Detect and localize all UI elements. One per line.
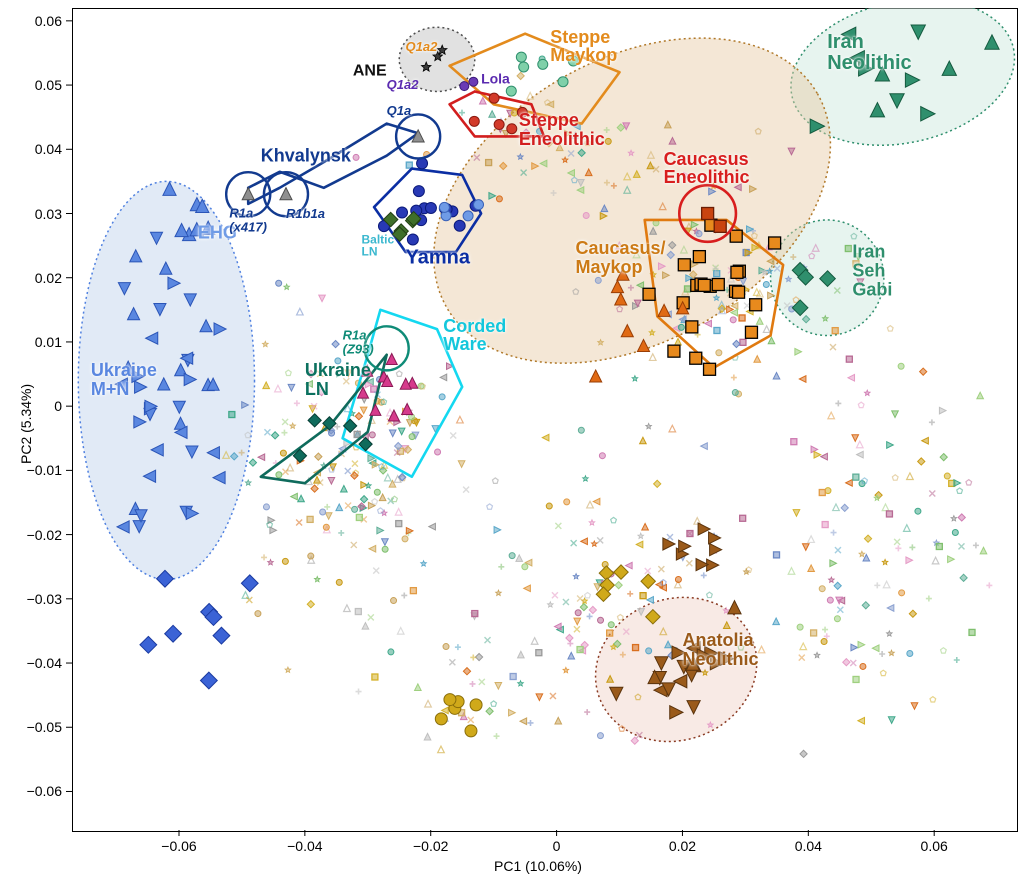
y-tick-label: −0.05: [2, 719, 62, 735]
label-caucasus_maykop: Caucasus/ Maykop: [575, 240, 665, 278]
x-tick-label: 0: [553, 838, 561, 854]
label-r1a_x417: R1a (x417): [229, 206, 267, 233]
label-q1a2a: Q1a2: [387, 78, 419, 92]
y-tick-label: 0.04: [2, 141, 62, 157]
y-tick-label: 0: [2, 398, 62, 414]
label-caucasus_eneo: Caucasus Eneolithic: [664, 150, 750, 188]
label-q1a2b: Q1a2: [406, 40, 438, 54]
y-tick-label: −0.02: [2, 527, 62, 543]
x-tick-label: −0.06: [161, 838, 196, 854]
y-tick-label: 0.02: [2, 270, 62, 286]
label-steppe_eneo: Steppe Eneolithic: [519, 111, 605, 149]
x-tick-label: −0.02: [413, 838, 448, 854]
label-baltic_ln: Baltic LN: [361, 233, 394, 258]
label-steppe_maykop: Steppe Maykop: [550, 28, 617, 66]
y-tick-label: −0.06: [2, 783, 62, 799]
label-q1a: Q1a: [387, 104, 412, 118]
x-tick-label: 0.06: [921, 838, 948, 854]
label-ehg: EHG: [198, 223, 237, 242]
label-iran_neo: Iran Neolithic: [827, 32, 911, 74]
x-tick-label: 0.04: [795, 838, 822, 854]
y-tick-label: 0.03: [2, 206, 62, 222]
label-r1b1a: R1b1a: [286, 207, 325, 221]
label-ukraine_mn: Ukraine M+N: [91, 362, 157, 400]
y-tick-label: −0.01: [2, 462, 62, 478]
y-tick-label: 0.05: [2, 77, 62, 93]
labels-layer: Ukraine M+N EHG Khvalynsk R1a (x417) R1b1a Q1…: [0, 0, 1024, 880]
x-tick-label: −0.04: [287, 838, 322, 854]
y-tick-label: 0.06: [2, 13, 62, 29]
label-yamna: Yamna: [406, 248, 470, 269]
label-corded_ware: Corded Ware: [443, 317, 506, 355]
label-anatolia: Anatolia Neolithic: [682, 631, 758, 669]
y-tick-label: −0.04: [2, 655, 62, 671]
x-axis-label: PC1 (10.06%): [494, 858, 582, 874]
label-ane: ANE: [353, 64, 387, 81]
y-axis-label: PC2 (5.34%): [18, 384, 34, 464]
label-khvalynsk: Khvalynsk: [261, 146, 351, 165]
label-lola: Lola: [481, 71, 510, 86]
label-ukraine_ln: Ukraine LN: [305, 362, 371, 400]
y-tick-label: 0.01: [2, 334, 62, 350]
x-tick-label: 0.02: [669, 838, 696, 854]
y-tick-label: −0.03: [2, 591, 62, 607]
label-r1a_z93: R1a (Z93): [343, 328, 374, 355]
label-iran_seh: Iran Seh Gabi: [852, 243, 892, 300]
chart-root: Ukraine M+N EHG Khvalynsk R1a (x417) R1b1a Q1…: [0, 0, 1024, 880]
